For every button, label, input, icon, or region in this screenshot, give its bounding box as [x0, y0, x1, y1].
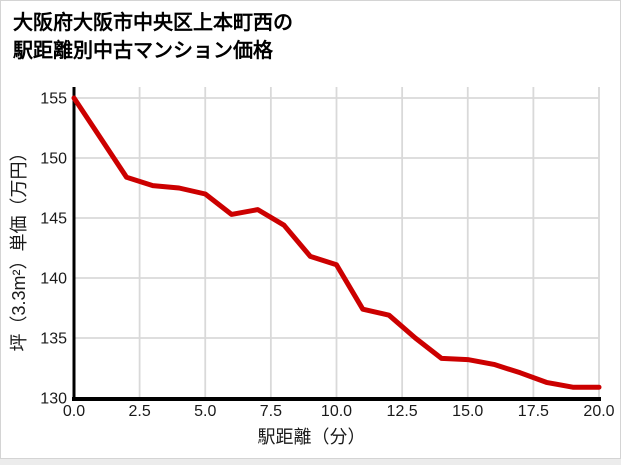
y-axis-label: 坪（3.3m²）単価（万円）	[9, 143, 29, 351]
x-tick-label: 17.5	[518, 403, 549, 420]
x-tick-label: 12.5	[387, 403, 418, 420]
x-tick-label: 10.0	[321, 403, 352, 420]
chart-title-line1: 大阪府大阪市中央区上本町西の	[13, 12, 293, 34]
x-tick-label: 2.5	[129, 403, 151, 420]
x-tick-label: 0.0	[63, 403, 85, 420]
x-axis-label: 駅距離（分）	[258, 427, 366, 447]
y-tick-label: 145	[40, 211, 67, 228]
y-tick-label: 130	[40, 391, 67, 408]
x-tick-label: 20.0	[583, 403, 614, 420]
chart-title-line2: 駅距離別中古マンション価格	[13, 40, 273, 62]
chart-title: 大阪府大阪市中央区上本町西の 駅距離別中古マンション価格	[13, 9, 293, 65]
y-tick-label: 135	[40, 331, 67, 348]
y-tick-label: 140	[40, 271, 67, 288]
x-tick-label: 5.0	[194, 403, 216, 420]
y-tick-label: 155	[40, 91, 67, 108]
y-tick-label: 150	[40, 151, 67, 168]
price-series-line	[71, 95, 602, 390]
x-tick-label: 7.5	[260, 403, 282, 420]
x-tick-label: 15.0	[452, 403, 483, 420]
